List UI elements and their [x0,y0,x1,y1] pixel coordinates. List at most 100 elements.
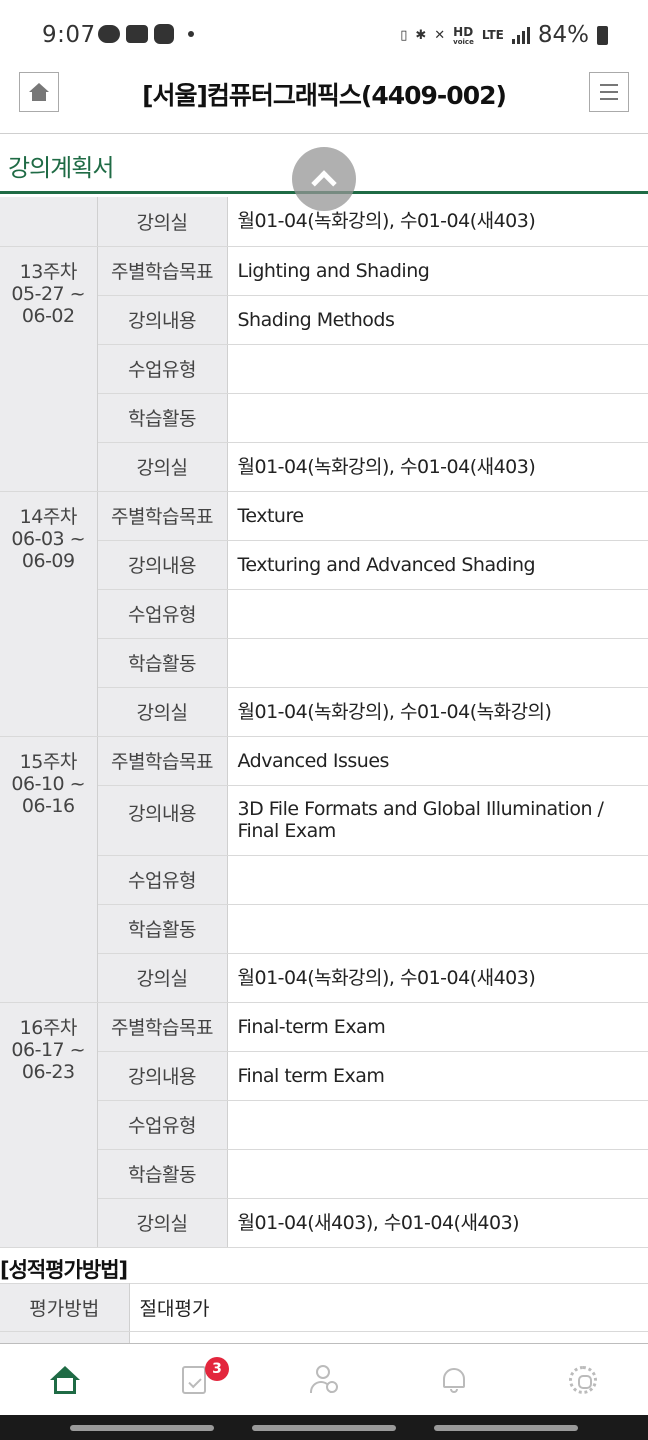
row-value: 월01-04(새403), 수01-04(새403) [227,1198,648,1248]
row-label: 강의실 [97,1198,228,1248]
week-number: 13주차 [19,260,78,283]
row-label: 수업유형 [97,1100,228,1150]
row-value [227,589,648,639]
row-value [227,638,648,688]
week-end: 06-16 [21,794,75,817]
battery-icon [597,25,608,45]
week-cell [0,197,98,247]
week-end: 06-23 [21,1060,75,1083]
menu-button[interactable] [589,72,629,112]
table-row: 강의실 월01-04(새403), 수01-04(새403) [0,1198,648,1248]
home-gesture[interactable] [252,1425,396,1431]
app-header: [서울]컴퓨터그래픽스(4409-002) [0,70,648,134]
week-end: 06-09 [21,549,75,572]
table-row: 15주차 06-10 ~ 06-16 주별학습목표 Advanced Issue… [0,736,648,1003]
week-start: 06-10 ~ [11,772,86,795]
row-label: 학습활동 [97,904,228,954]
week-end: 06-02 [21,304,75,327]
row-value: Advanced Issues [227,736,648,786]
row-label: 주별학습목표 [97,736,228,786]
row-label: 주별학습목표 [97,491,228,541]
hamburger-menu-icon [600,84,618,86]
clover-icon [154,24,174,44]
status-bar: 9:07 ▯ ✱ ✕ HD voice LTE 84% [0,0,648,70]
schedule-table: 강의실 월01-04(녹화강의), 수01-04(새403) 13주차 05-2… [0,197,648,1248]
row-value: Lighting and Shading [227,246,648,296]
table-row: 강의내용 3D File Formats and Global Illumina… [0,785,648,856]
nav-notifications[interactable] [389,1344,519,1415]
table-row: 학습활동 [0,638,648,688]
week-number: 16주차 [19,1016,78,1039]
nav-tasks[interactable] [130,1344,260,1415]
notification-badge: 3 [205,1357,229,1381]
row-label: 학습활동 [97,1149,228,1199]
table-row: 수업유형 [0,589,648,639]
row-value: Texture [227,491,648,541]
scroll-top-button[interactable] [292,147,356,211]
recent-apps-gesture[interactable] [70,1425,214,1431]
week-start: 06-03 ~ [11,527,86,550]
card-icon [126,25,148,43]
hd-voice-label: HD voice [453,24,474,46]
row-label: 학습활동 [97,393,228,443]
table-row: 강의실 월01-04(녹화강의), 수01-04(새403) [0,442,648,492]
row-value [227,393,648,443]
row-label: 강의실 [97,687,228,737]
table-row: 강의내용 Texturing and Advanced Shading [0,540,648,590]
home-button[interactable] [19,72,59,112]
row-value [227,855,648,905]
week-cell: 13주차 05-27 ~ 06-02 [0,246,98,492]
row-value: 월01-04(녹화강의), 수01-04(새403) [227,442,648,492]
mute-icon: ✕ [434,27,446,43]
vibration-icon: ▯ [400,27,408,43]
row-value: 월01-04(녹화강의), 수01-04(녹화강의) [227,687,648,737]
row-value [227,1100,648,1150]
row-label: 강의실 [97,442,228,492]
row-label: 수업유형 [97,855,228,905]
row-value [227,904,648,954]
week-cell: 15주차 06-10 ~ 06-16 [0,736,98,1003]
row-value: Final term Exam [227,1051,648,1101]
gear-icon [569,1365,598,1394]
table-row: 강의실 월01-04(녹화강의), 수01-04(새403) [0,197,648,247]
table-row: 수업유형 [0,344,648,394]
row-label: 강의내용 [97,1051,228,1101]
row-value [227,344,648,394]
signal-icon [511,26,530,44]
row-value: Texturing and Advanced Shading [227,540,648,590]
table-row: 학습활동 [0,1149,648,1199]
table-row: 16주차 06-17 ~ 06-23 주별학습목표 Final-term Exa… [0,1002,648,1248]
row-value: 3D File Formats and Global Illumination … [227,785,648,856]
battery-percent: 84% [537,22,589,48]
bottom-navigation [0,1343,648,1415]
section-title: 강의계획서 [8,154,114,182]
grading-value: 절대평가 [129,1283,648,1332]
chat-bubble-icon [98,25,120,43]
table-row: 강의실 월01-04(녹화강의), 수01-04(새403) [0,953,648,1003]
row-value: Shading Methods [227,295,648,345]
row-label: 강의실 [97,197,228,247]
table-row: 학습활동 [0,904,648,954]
row-label: 수업유형 [97,589,228,639]
table-row: 평가방법 절대평가 [0,1283,648,1332]
row-label: 강의내용 [97,785,228,856]
week-start: 06-17 ~ [11,1038,86,1061]
row-value: 월01-04(녹화강의), 수01-04(새403) [227,953,648,1003]
week-cell: 14주차 06-03 ~ 06-09 [0,491,98,737]
table-row: 13주차 05-27 ~ 06-02 주별학습목표 Lighting and S… [0,246,648,492]
row-label: 수업유형 [97,344,228,394]
back-gesture[interactable] [434,1425,578,1431]
row-label: 강의실 [97,953,228,1003]
week-start: 05-27 ~ [11,282,86,305]
chevron-up-icon [311,170,337,196]
nav-attendance[interactable] [259,1344,389,1415]
nav-home[interactable] [0,1344,130,1415]
home-icon [29,83,49,101]
notification-icons [98,24,194,44]
table-row: 수업유형 [0,1100,648,1150]
week-cell: 16주차 06-17 ~ 06-23 [0,1002,98,1248]
nav-settings[interactable] [518,1344,648,1415]
row-label: 학습활동 [97,638,228,688]
status-time: 9:07 [42,22,96,48]
system-icons: ▯ ✱ ✕ HD voice LTE 84% [400,22,608,48]
